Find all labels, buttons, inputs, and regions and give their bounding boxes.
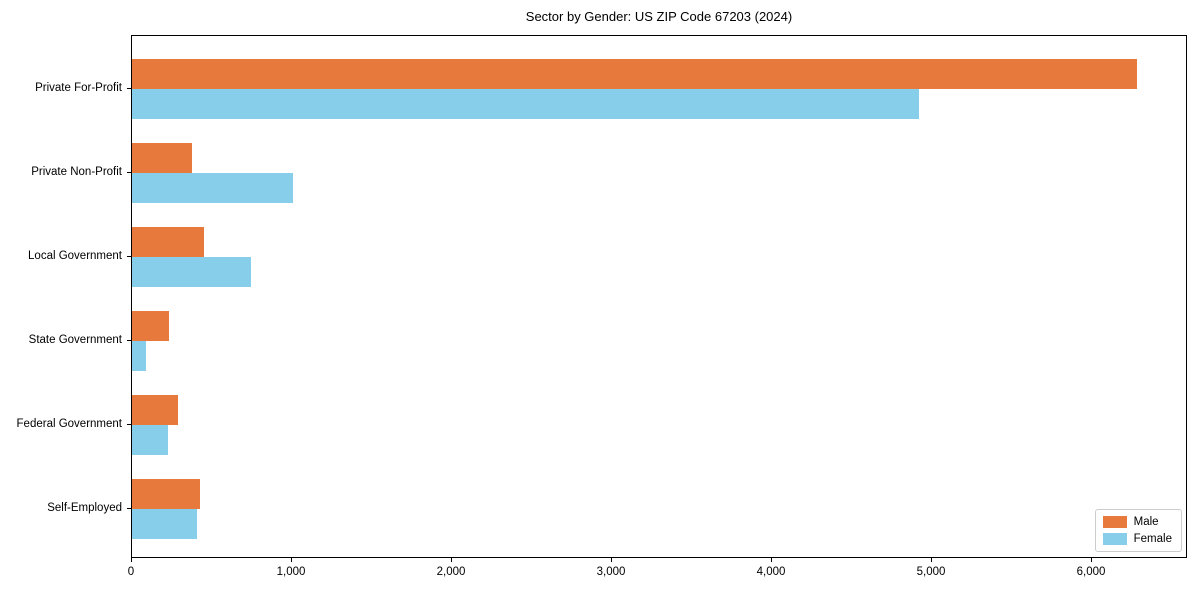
bar-female-private-for-profit — [132, 89, 920, 119]
bar-male-local-government — [132, 227, 204, 257]
x-tick — [291, 558, 292, 562]
x-tick — [1091, 558, 1092, 562]
y-axis-label-state-government: State Government — [28, 334, 122, 346]
x-tick-label-2000: 2,000 — [436, 566, 466, 578]
x-tick — [611, 558, 612, 562]
y-axis-label-private-for-profit: Private For-Profit — [35, 82, 122, 94]
bar-female-private-non-profit — [132, 173, 293, 203]
y-axis-label-federal-government: Federal Government — [16, 418, 122, 430]
y-tick — [127, 424, 131, 425]
x-tick — [771, 558, 772, 562]
y-axis-label-self-employed: Self-Employed — [47, 502, 122, 514]
x-tick-label-6000: 6,000 — [1076, 566, 1106, 578]
bar-male-self-employed — [132, 479, 200, 509]
bar-male-state-government — [132, 311, 169, 341]
y-axis-label-private-non-profit: Private Non-Profit — [31, 166, 122, 178]
bar-female-self-employed — [132, 509, 197, 539]
x-tick-label-5000: 5,000 — [916, 566, 946, 578]
bar-female-state-government — [132, 341, 147, 371]
plot-area: Male Female — [131, 35, 1187, 558]
legend-label-male: Male — [1133, 516, 1159, 528]
y-tick — [127, 172, 131, 173]
bar-female-local-government — [132, 257, 252, 287]
x-tick — [451, 558, 452, 562]
y-axis-label-local-government: Local Government — [28, 250, 122, 262]
x-tick — [931, 558, 932, 562]
x-tick-label-3000: 3,000 — [596, 566, 626, 578]
x-tick-label-1000: 1,000 — [276, 566, 306, 578]
y-tick — [127, 340, 131, 341]
bar-male-private-for-profit — [132, 59, 1137, 89]
x-tick — [131, 558, 132, 562]
y-tick — [127, 88, 131, 89]
chart-title: Sector by Gender: US ZIP Code 67203 (202… — [525, 9, 793, 24]
legend-swatch-male — [1102, 516, 1127, 528]
x-tick-label-4000: 4,000 — [756, 566, 786, 578]
legend-item-female: Female — [1102, 533, 1172, 545]
bar-male-federal-government — [132, 395, 179, 425]
bar-female-federal-government — [132, 425, 168, 455]
bar-male-private-non-profit — [132, 143, 192, 173]
legend-item-male: Male — [1102, 516, 1172, 528]
legend-swatch-female — [1102, 533, 1127, 545]
legend: Male Female — [1094, 509, 1182, 552]
x-tick-label-0: 0 — [127, 566, 135, 578]
y-tick — [127, 508, 131, 509]
y-tick — [127, 256, 131, 257]
legend-label-female: Female — [1133, 533, 1172, 545]
